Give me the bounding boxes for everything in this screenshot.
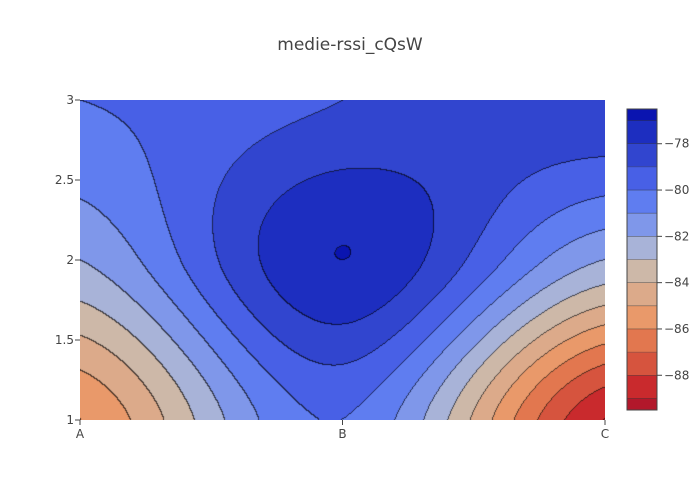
colorbar-tick-label: −84: [664, 276, 689, 290]
colorbar-band: [627, 213, 657, 237]
colorbar-band: [627, 166, 657, 191]
x-tick-label: A: [76, 427, 85, 441]
y-tick-label: 2: [66, 253, 74, 267]
colorbar-band: [627, 328, 657, 353]
colorbar-band: [627, 259, 657, 283]
colorbar-tick-label: −88: [664, 368, 689, 382]
x-tick-label: B: [338, 427, 346, 441]
y-tick-label: 1: [66, 413, 74, 427]
colorbar-band: [627, 120, 657, 144]
y-tick-label: 1.5: [55, 333, 74, 347]
plot-area: [80, 100, 605, 420]
colorbar: −78 −80 −82 −84 −86 −88: [626, 108, 689, 411]
colorbar-band: [627, 190, 657, 214]
colorbar-tick-label: −82: [664, 229, 689, 243]
colorbar-band: [627, 352, 657, 376]
colorbar-band: [627, 282, 657, 306]
colorbar-band: [627, 109, 657, 121]
colorbar-band: [627, 143, 657, 167]
chart-title: medie-rssi_cQsW: [277, 35, 423, 55]
colorbar-tick-label: −78: [664, 137, 689, 151]
y-tick-label: 3: [66, 93, 74, 107]
x-axis: A B C: [76, 420, 609, 441]
y-axis: 1 1.5 2 2.5 3: [55, 93, 80, 427]
colorbar-band: [627, 305, 657, 329]
colorbar-band: [627, 398, 657, 410]
x-tick-label: C: [601, 427, 609, 441]
contour-fill: [80, 100, 605, 420]
colorbar-frame: [626, 108, 658, 411]
colorbar-tick-label: −86: [664, 322, 689, 336]
colorbar-tick-label: −80: [664, 183, 689, 197]
colorbar-band: [627, 236, 657, 260]
y-tick-label: 2.5: [55, 173, 74, 187]
colorbar-band: [627, 375, 657, 399]
